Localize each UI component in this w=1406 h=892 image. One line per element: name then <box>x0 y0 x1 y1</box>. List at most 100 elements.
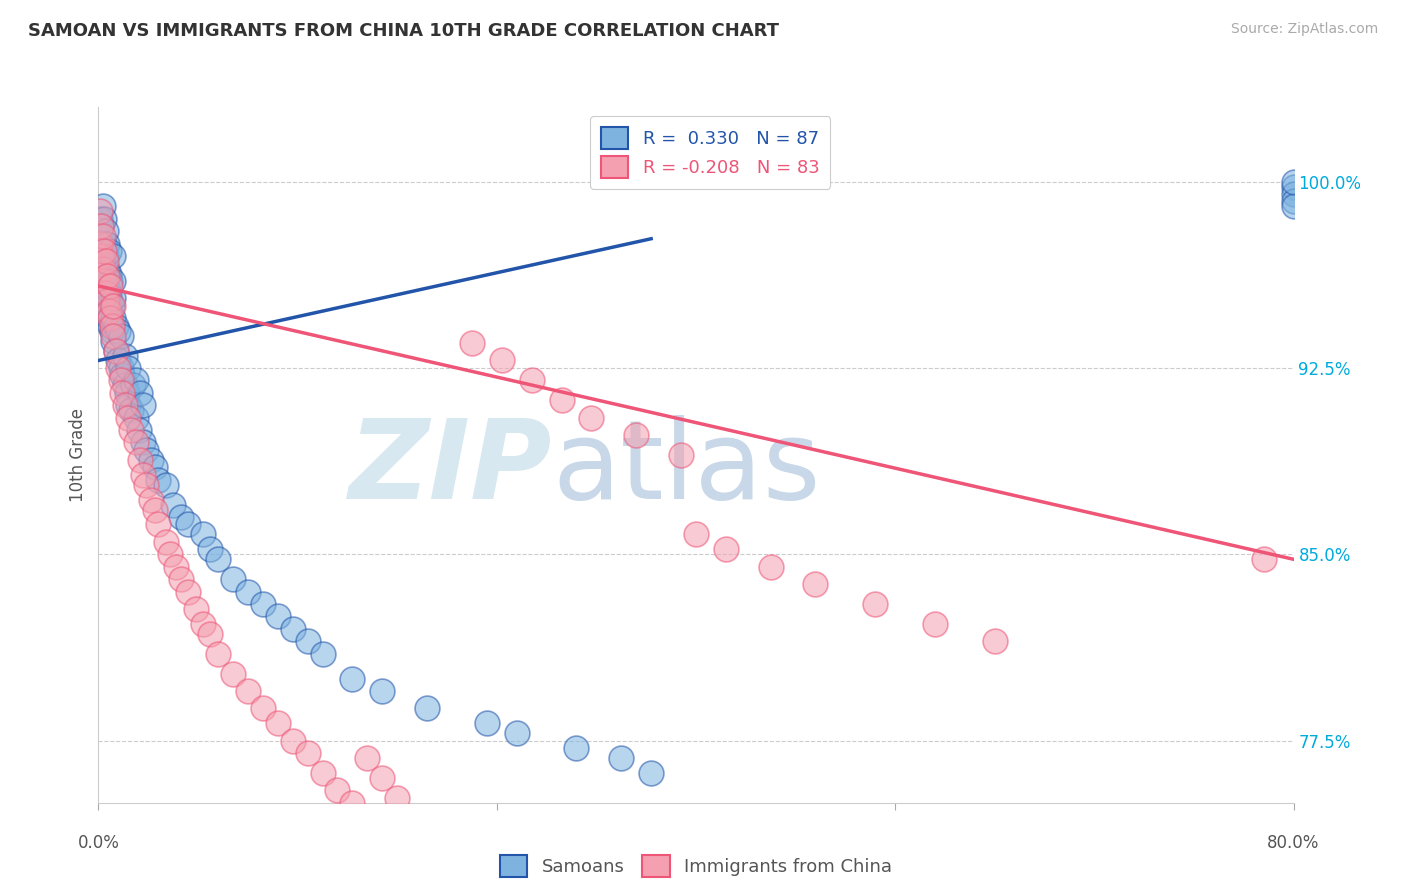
Point <box>89 211 111 226</box>
Point <box>89 261 111 276</box>
Point <box>385 790 409 805</box>
Point <box>97 286 120 301</box>
Point <box>91 236 114 251</box>
Point <box>297 634 319 648</box>
Point <box>207 552 229 566</box>
Point <box>94 286 117 301</box>
Point <box>610 751 633 765</box>
Point <box>97 311 120 326</box>
Point <box>1282 194 1305 209</box>
Point <box>159 547 181 561</box>
Point <box>91 229 114 244</box>
Point <box>191 527 214 541</box>
Point <box>162 498 184 512</box>
Point <box>100 318 122 333</box>
Point <box>90 244 112 259</box>
Point <box>89 236 111 251</box>
Point <box>91 279 114 293</box>
Point <box>165 559 187 574</box>
Point <box>96 261 118 276</box>
Point <box>107 360 129 375</box>
Point <box>96 279 118 293</box>
Point <box>110 360 132 375</box>
Point <box>135 477 157 491</box>
Point <box>581 410 603 425</box>
Point <box>125 435 148 450</box>
Point <box>550 393 572 408</box>
Point <box>626 428 648 442</box>
Point <box>200 542 222 557</box>
Point <box>93 211 115 226</box>
Point <box>222 572 245 586</box>
Point <box>100 293 122 308</box>
Point <box>90 219 112 234</box>
Point <box>90 219 112 234</box>
Text: 80.0%: 80.0% <box>1267 834 1320 852</box>
Point <box>100 274 122 288</box>
Point <box>222 666 245 681</box>
Point <box>132 467 155 482</box>
Point <box>97 267 120 281</box>
Point <box>311 766 333 780</box>
Point <box>143 502 166 516</box>
Point <box>97 303 120 318</box>
Point <box>105 343 128 358</box>
Legend: Samoans, Immigrants from China: Samoans, Immigrants from China <box>492 847 900 884</box>
Point <box>924 616 946 631</box>
Point <box>252 701 274 715</box>
Text: atlas: atlas <box>553 416 821 523</box>
Point <box>107 324 129 338</box>
Point <box>129 453 152 467</box>
Point <box>461 336 484 351</box>
Point <box>184 602 207 616</box>
Point <box>132 435 155 450</box>
Point <box>236 584 259 599</box>
Point <box>115 385 138 400</box>
Point <box>100 311 122 326</box>
Point <box>97 244 120 259</box>
Point <box>129 385 152 400</box>
Point <box>94 224 117 238</box>
Point <box>252 597 274 611</box>
Text: ZIP: ZIP <box>349 416 553 523</box>
Point <box>759 559 782 574</box>
Point <box>93 236 115 251</box>
Text: SAMOAN VS IMMIGRANTS FROM CHINA 10TH GRADE CORRELATION CHART: SAMOAN VS IMMIGRANTS FROM CHINA 10TH GRA… <box>28 22 779 40</box>
Point <box>105 343 128 358</box>
Point <box>114 378 136 392</box>
Point <box>155 535 177 549</box>
Point <box>177 517 200 532</box>
Point <box>371 771 394 785</box>
Point <box>94 268 117 283</box>
Point <box>139 492 162 507</box>
Point <box>94 286 117 301</box>
Point <box>105 318 128 333</box>
Point <box>110 328 132 343</box>
Point <box>865 597 887 611</box>
Point <box>416 815 439 830</box>
Point <box>565 741 588 756</box>
Point <box>148 473 170 487</box>
Point <box>371 684 394 698</box>
Point <box>236 684 259 698</box>
Point <box>669 448 692 462</box>
Point <box>207 647 229 661</box>
Y-axis label: 10th Grade: 10th Grade <box>69 408 87 502</box>
Point <box>177 584 200 599</box>
Point <box>1282 199 1305 213</box>
Point <box>117 398 139 412</box>
Point <box>103 291 125 305</box>
Point <box>93 244 115 259</box>
Point <box>120 423 142 437</box>
Point <box>155 477 177 491</box>
Point <box>94 249 117 263</box>
Point <box>148 517 170 532</box>
Point <box>103 274 125 288</box>
Point <box>491 353 513 368</box>
Point <box>120 403 142 417</box>
Point <box>139 453 162 467</box>
Point <box>281 733 304 747</box>
Point <box>111 385 134 400</box>
Point <box>267 609 290 624</box>
Point <box>475 865 498 880</box>
